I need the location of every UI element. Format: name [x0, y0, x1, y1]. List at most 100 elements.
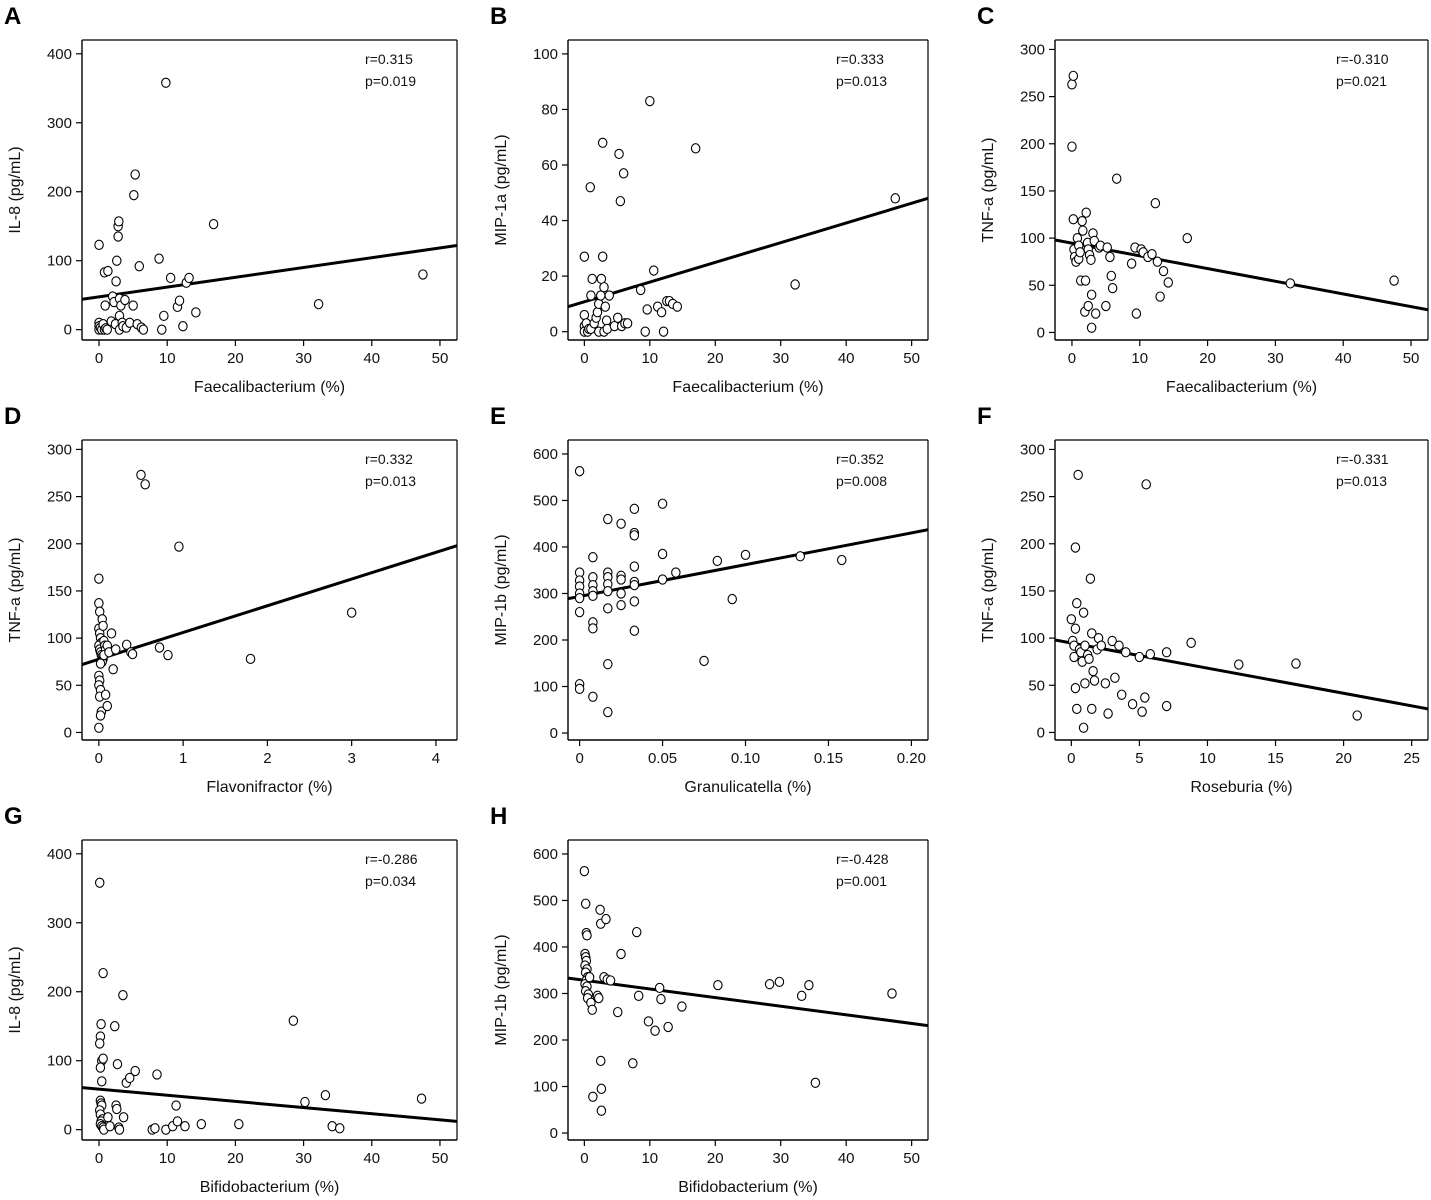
- data-point: [152, 1069, 162, 1080]
- y-axis-title: MIP-1a (pg/mL): [493, 134, 510, 245]
- data-point: [1137, 706, 1147, 717]
- data-point: [615, 195, 626, 207]
- y-tick-label: 100: [47, 1053, 72, 1070]
- y-tick-label: 50: [55, 677, 72, 694]
- data-point: [94, 598, 104, 609]
- data-point: [418, 269, 428, 280]
- x-axis-title: Bifidobacterium (%): [678, 1179, 818, 1196]
- x-tick-label: 50: [432, 350, 449, 367]
- regression-line: [568, 528, 928, 601]
- regression-line: [82, 244, 457, 301]
- data-point: [595, 1055, 606, 1067]
- data-point: [592, 307, 603, 318]
- data-point: [1106, 270, 1117, 281]
- data-point: [1107, 282, 1118, 294]
- data-point: [184, 272, 194, 284]
- points: [568, 466, 928, 718]
- x-axis-title: Roseburia (%): [1190, 779, 1292, 796]
- y-tick-label: 300: [1020, 441, 1045, 458]
- y-tick-label: 0: [64, 724, 72, 741]
- x-tick-label: 20: [1199, 350, 1216, 367]
- data-point: [1147, 249, 1157, 260]
- y-tick-label: 150: [1020, 583, 1045, 600]
- data-point: [642, 304, 652, 315]
- data-point: [887, 988, 897, 999]
- data-point: [616, 599, 626, 611]
- data-point: [582, 930, 592, 941]
- x-tick-label: 0: [580, 1150, 588, 1167]
- y-tick-label: 300: [1020, 41, 1045, 58]
- data-point: [111, 276, 121, 287]
- data-point: [97, 1076, 107, 1087]
- panel-letter: C: [977, 3, 994, 30]
- data-point: [100, 689, 111, 700]
- y-axis-title: TNF-a (pg/mL): [980, 538, 997, 643]
- data-point: [1291, 658, 1301, 669]
- data-point: [1085, 573, 1096, 584]
- y-tick-label: 100: [47, 630, 72, 647]
- x-tick-label: 30: [772, 1150, 789, 1167]
- data-point: [136, 469, 146, 481]
- data-point: [1086, 254, 1096, 265]
- data-point: [587, 1004, 597, 1015]
- data-point: [320, 1090, 331, 1101]
- data-point: [616, 948, 626, 960]
- data-point: [208, 218, 219, 230]
- x-tick-label: 50: [903, 1150, 920, 1167]
- x-tick-label: 0: [1068, 350, 1076, 367]
- r-value: r=0.332: [365, 451, 413, 467]
- data-point: [595, 904, 605, 915]
- x-tick-label: 40: [838, 1150, 855, 1167]
- data-point: [1141, 479, 1151, 490]
- data-point: [640, 326, 650, 337]
- x-tick-label: 20: [1335, 750, 1352, 767]
- y-tick-label: 300: [47, 915, 72, 932]
- data-point: [129, 190, 139, 201]
- data-point: [118, 990, 128, 1001]
- data-point: [1103, 708, 1113, 719]
- data-point: [597, 137, 608, 148]
- y-axis-title: TNF-a (pg/mL): [980, 138, 997, 243]
- data-point: [579, 866, 590, 877]
- y-tick-label: 500: [533, 892, 558, 909]
- y-tick-label: 0: [64, 322, 72, 339]
- data-point: [1072, 703, 1082, 715]
- y-tick-label: 400: [533, 539, 558, 556]
- data-point: [657, 548, 668, 560]
- y-tick-label: 0: [550, 1125, 558, 1142]
- data-point: [1080, 640, 1090, 651]
- y-tick-label: 100: [1020, 630, 1045, 647]
- y-tick-label: 50: [1028, 677, 1045, 694]
- data-point: [102, 324, 112, 335]
- data-point: [1066, 614, 1077, 625]
- data-point: [628, 1058, 638, 1069]
- data-point: [603, 603, 613, 614]
- data-point: [1087, 628, 1097, 639]
- y-tick-label: 600: [533, 846, 558, 863]
- data-point: [629, 596, 640, 607]
- x-tick-label: 30: [295, 1150, 312, 1167]
- data-point: [105, 1121, 115, 1132]
- y-tick-label: 250: [47, 489, 72, 506]
- x-tick-label: 10: [641, 1150, 658, 1167]
- data-point: [138, 324, 149, 335]
- data-point: [603, 706, 613, 718]
- y-tick-label: 200: [1020, 536, 1045, 553]
- x-tick-label: 20: [707, 1150, 724, 1167]
- data-point: [103, 265, 113, 277]
- y-tick-label: 100: [1020, 230, 1045, 247]
- x-tick-label: 10: [1131, 350, 1148, 367]
- data-point: [836, 554, 847, 566]
- data-point: [1100, 678, 1111, 689]
- data-point: [130, 169, 140, 180]
- y-tick-label: 200: [47, 984, 72, 1001]
- y-tick-label: 40: [541, 213, 558, 230]
- p-value: p=0.008: [836, 473, 887, 489]
- y-tick-label: 300: [47, 115, 72, 132]
- x-tick-label: 0: [1067, 750, 1075, 767]
- y-tick-label: 200: [1020, 136, 1045, 153]
- data-point: [656, 993, 666, 1005]
- data-point: [1107, 635, 1117, 647]
- data-point: [108, 664, 118, 675]
